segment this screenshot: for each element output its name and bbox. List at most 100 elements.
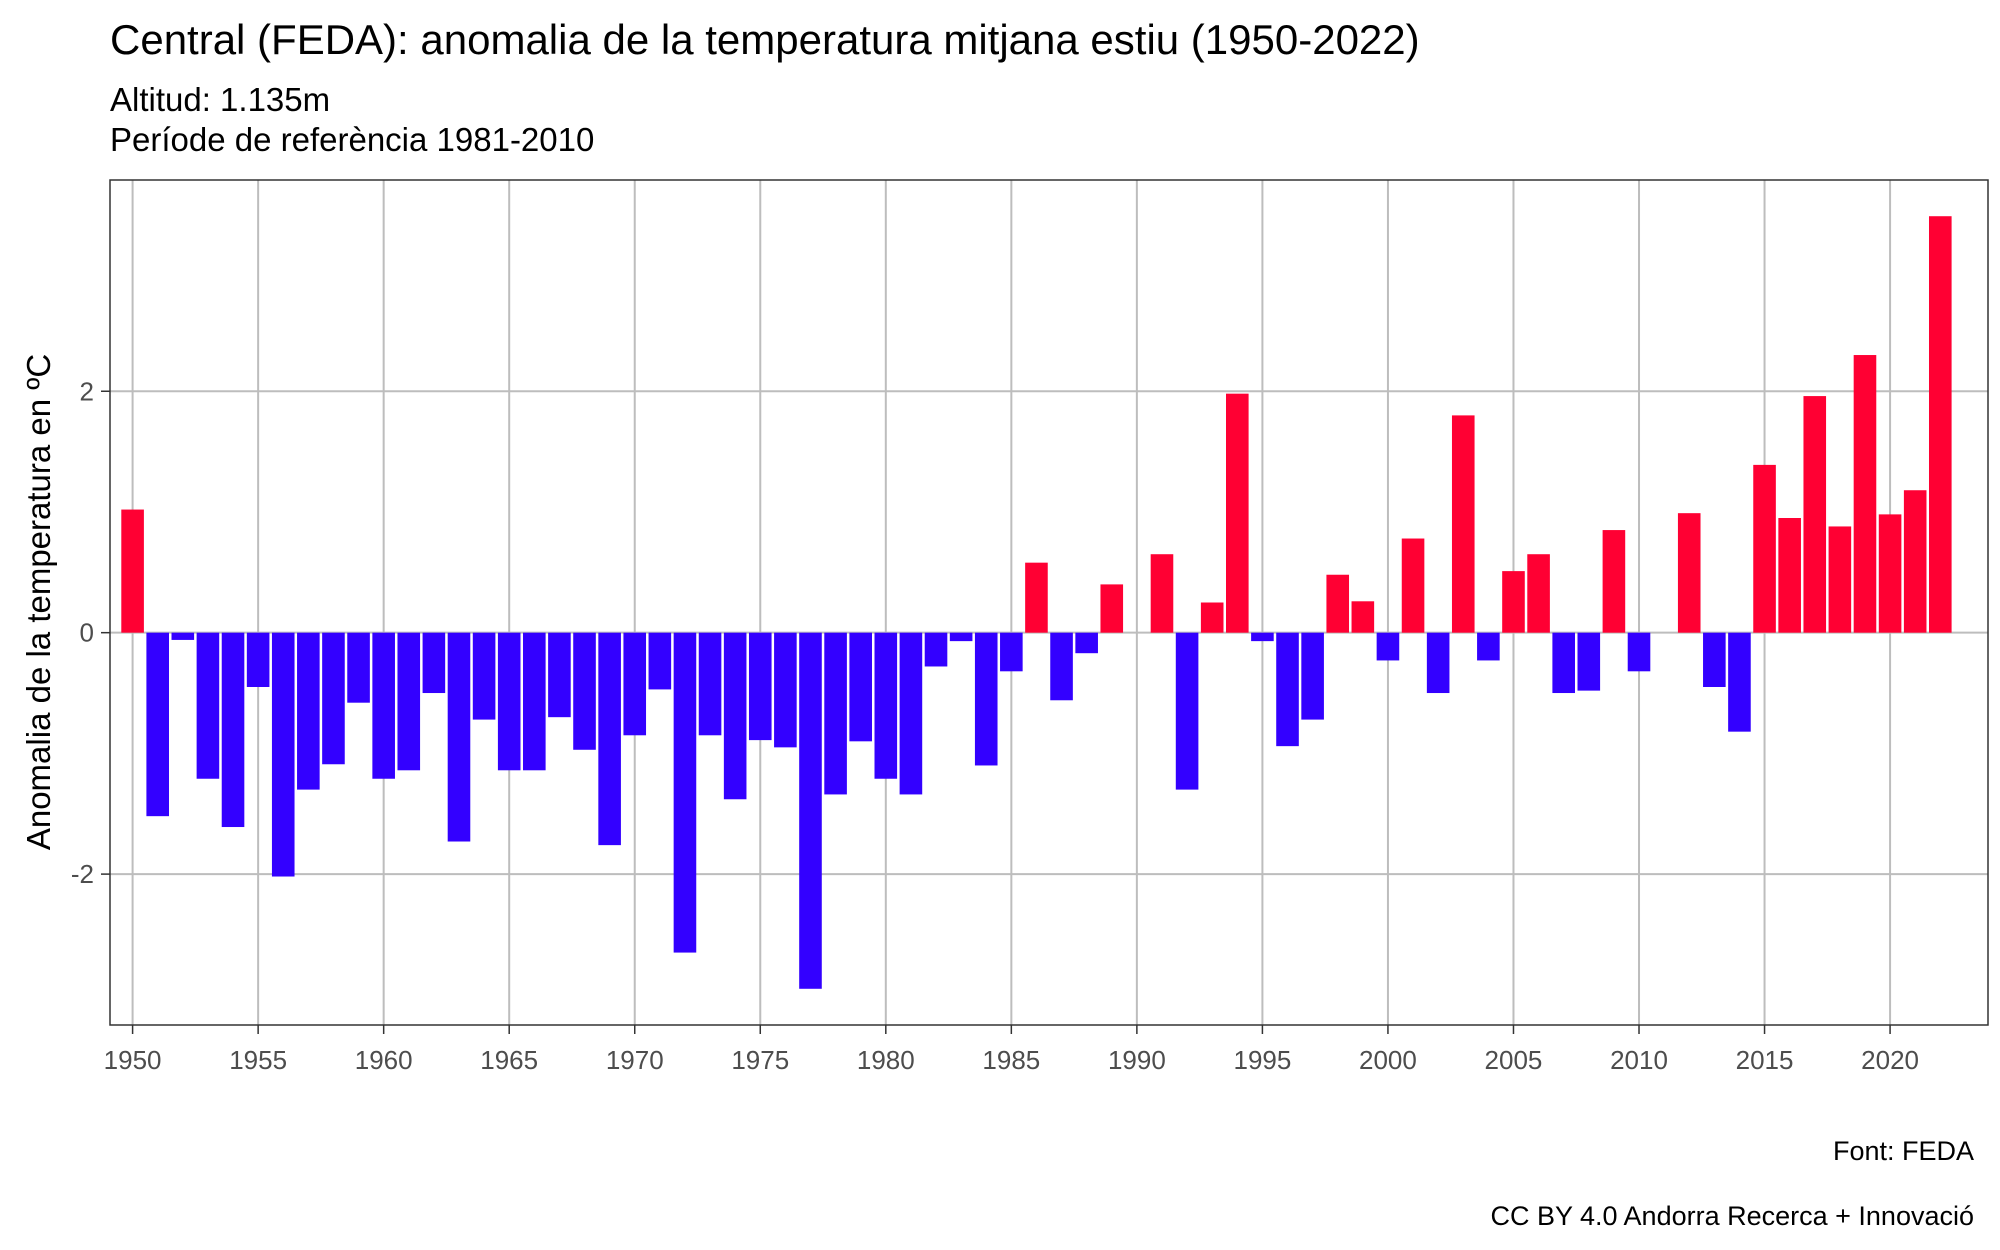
bar-1969 bbox=[598, 632, 621, 846]
bar-1960 bbox=[372, 632, 395, 779]
bar-2008 bbox=[1577, 632, 1601, 691]
bar-1962 bbox=[422, 632, 446, 694]
bar-1953 bbox=[196, 632, 220, 779]
chart-subtitle-reference-period: Període de referència 1981-2010 bbox=[110, 121, 595, 158]
bar-2004 bbox=[1477, 632, 1500, 661]
x-tick-label-1990: 1990 bbox=[1108, 1045, 1166, 1075]
bar-1984 bbox=[974, 632, 998, 766]
bar-2013 bbox=[1703, 632, 1726, 687]
x-axis: 1950 1955 1960 1965 1970 1975 1980 1985 1990 1995… bbox=[104, 1025, 1919, 1075]
bar-1997 bbox=[1301, 632, 1324, 720]
bar-1988 bbox=[1075, 632, 1098, 654]
y-tick-label-0: 0 bbox=[80, 618, 94, 648]
bar-2015 bbox=[1753, 464, 1776, 633]
bar-1964 bbox=[472, 632, 496, 720]
bar-1980 bbox=[874, 632, 898, 779]
x-tick-label-1975: 1975 bbox=[731, 1045, 789, 1075]
bars bbox=[121, 216, 1952, 989]
chart-subtitle-altitude: Altitud: 1.135m bbox=[110, 81, 331, 118]
x-tick-label-1970: 1970 bbox=[606, 1045, 664, 1075]
bar-1965 bbox=[497, 632, 521, 771]
x-tick-label-1950: 1950 bbox=[104, 1045, 162, 1075]
x-tick-label-1955: 1955 bbox=[229, 1045, 287, 1075]
bar-2001 bbox=[1401, 538, 1425, 633]
bar-2014 bbox=[1728, 632, 1751, 732]
bar-2000 bbox=[1376, 632, 1400, 661]
plot-panel-border bbox=[109, 179, 1989, 1026]
bar-1958 bbox=[322, 632, 345, 765]
x-tick-label-2000: 2000 bbox=[1359, 1045, 1417, 1075]
bar-2020 bbox=[1878, 514, 1902, 633]
bar-1974 bbox=[723, 632, 747, 800]
bar-2007 bbox=[1552, 632, 1575, 694]
bar-1982 bbox=[924, 632, 948, 667]
bar-1986 bbox=[1025, 562, 1048, 633]
bar-1989 bbox=[1100, 584, 1124, 633]
bar-1950 bbox=[121, 509, 144, 633]
bar-1970 bbox=[623, 632, 647, 736]
bar-1972 bbox=[673, 632, 697, 953]
bar-2003 bbox=[1451, 415, 1475, 633]
bar-1991 bbox=[1150, 554, 1174, 633]
bar-2022 bbox=[1928, 216, 1952, 633]
bar-1961 bbox=[397, 632, 421, 771]
bar-2010 bbox=[1627, 632, 1651, 672]
source-caption: Font: FEDA bbox=[1832, 1136, 1974, 1166]
x-tick-label-2020: 2020 bbox=[1861, 1045, 1919, 1075]
bar-1976 bbox=[774, 632, 797, 748]
x-tick-label-1985: 1985 bbox=[982, 1045, 1040, 1075]
y-tick-label--2: -2 bbox=[71, 859, 94, 889]
y-axis: -2 0 2 bbox=[71, 376, 110, 889]
grid-lines bbox=[110, 180, 1988, 1025]
bar-1985 bbox=[1000, 632, 1023, 672]
bar-1967 bbox=[548, 632, 571, 718]
bar-1992 bbox=[1175, 632, 1199, 790]
bar-1955 bbox=[246, 632, 270, 687]
bar-2018 bbox=[1828, 526, 1852, 633]
bar-2012 bbox=[1677, 513, 1701, 633]
bar-1994 bbox=[1226, 393, 1249, 633]
bar-1956 bbox=[271, 632, 295, 877]
bar-1952 bbox=[171, 632, 195, 640]
bar-2005 bbox=[1502, 571, 1525, 633]
x-tick-label-2015: 2015 bbox=[1736, 1045, 1794, 1075]
x-tick-label-1960: 1960 bbox=[355, 1045, 413, 1075]
bar-1954 bbox=[221, 632, 245, 828]
bar-2017 bbox=[1803, 396, 1827, 633]
bar-1959 bbox=[347, 632, 370, 703]
bar-1993 bbox=[1200, 602, 1224, 633]
bar-1987 bbox=[1050, 632, 1073, 701]
bar-1951 bbox=[146, 632, 170, 817]
bar-1979 bbox=[849, 632, 872, 742]
bar-1996 bbox=[1276, 632, 1299, 747]
x-tick-label-1965: 1965 bbox=[480, 1045, 538, 1075]
x-tick-label-2005: 2005 bbox=[1485, 1045, 1543, 1075]
bar-2002 bbox=[1426, 632, 1450, 694]
bar-1995 bbox=[1251, 632, 1274, 642]
bar-1971 bbox=[648, 632, 672, 690]
bar-1975 bbox=[748, 632, 772, 741]
x-tick-label-1980: 1980 bbox=[857, 1045, 915, 1075]
bar-1957 bbox=[297, 632, 320, 790]
bar-1999 bbox=[1351, 601, 1375, 633]
bar-1998 bbox=[1326, 574, 1350, 633]
bar-1983 bbox=[949, 632, 973, 642]
chart-title: Central (FEDA): anomalia de la temperatu… bbox=[110, 16, 1420, 63]
bar-1966 bbox=[523, 632, 546, 771]
bar-1968 bbox=[573, 632, 596, 750]
bar-2016 bbox=[1778, 518, 1801, 633]
x-tick-label-1995: 1995 bbox=[1233, 1045, 1291, 1075]
bar-2009 bbox=[1602, 530, 1626, 633]
y-axis-label: Anomalia de la temperatura en ºC bbox=[20, 354, 57, 850]
bar-2021 bbox=[1903, 490, 1927, 633]
bar-1963 bbox=[447, 632, 471, 842]
x-tick-label-2010: 2010 bbox=[1610, 1045, 1668, 1075]
y-tick-label-2: 2 bbox=[80, 376, 94, 406]
bar-1977 bbox=[799, 632, 822, 989]
bar-1978 bbox=[824, 632, 847, 795]
bar-1973 bbox=[698, 632, 722, 736]
license-caption: CC BY 4.0 Andorra Recerca + Innovació bbox=[1490, 1201, 1974, 1231]
bar-2006 bbox=[1527, 554, 1550, 633]
bar-1981 bbox=[899, 632, 923, 795]
